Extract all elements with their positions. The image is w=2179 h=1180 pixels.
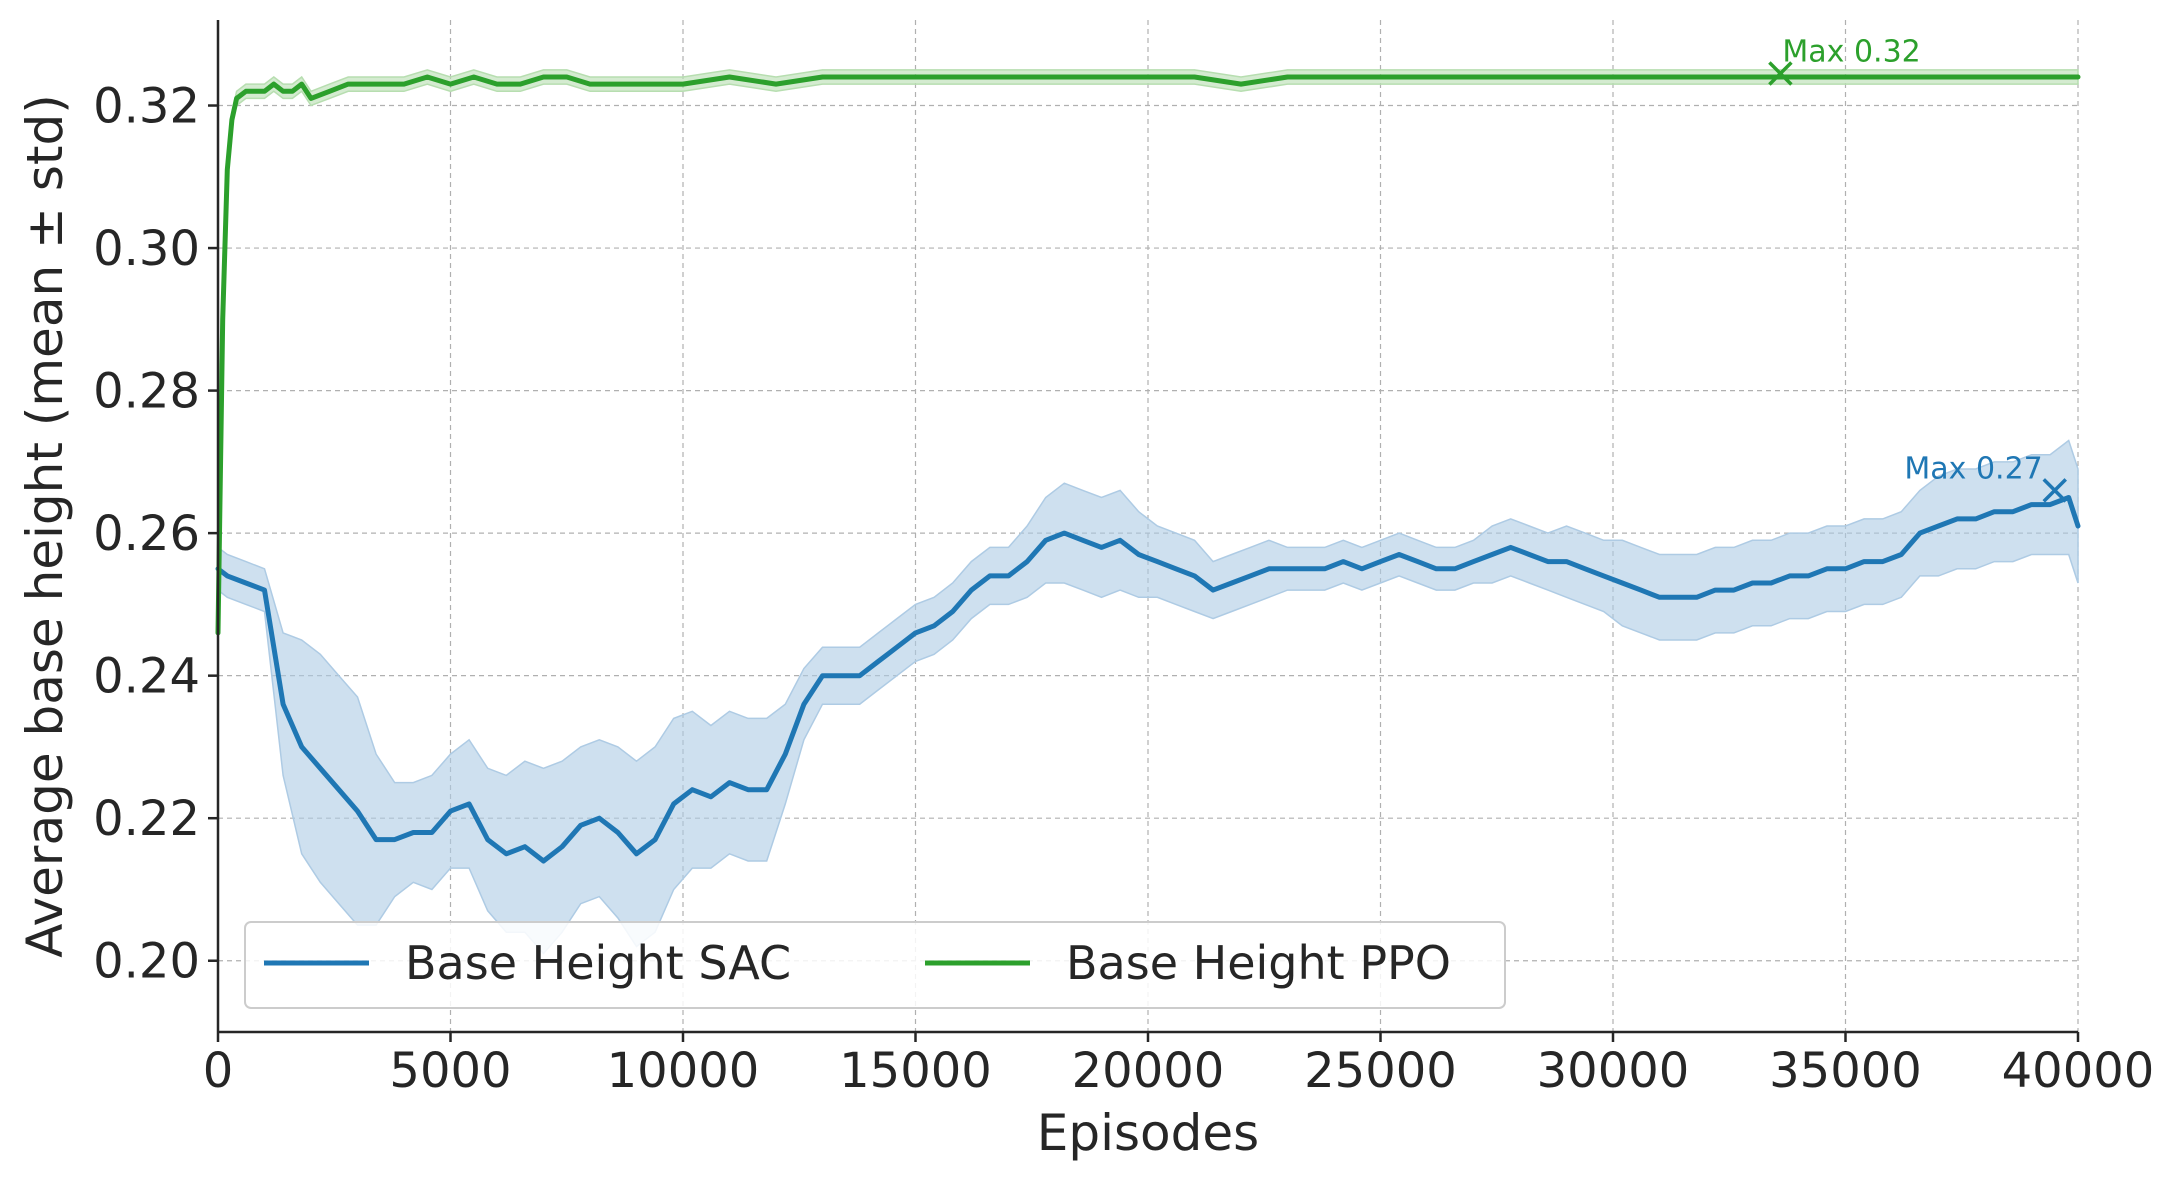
x-tick-label: 30000 xyxy=(1537,1043,1690,1099)
x-axis-label: Episodes xyxy=(1037,1104,1259,1162)
x-tick-label: 0 xyxy=(203,1043,234,1099)
legend-box xyxy=(244,921,1506,1009)
x-tick-label: 40000 xyxy=(2002,1043,2155,1099)
y-tick-label: 0.20 xyxy=(93,934,200,990)
max-annotations: Max 0.27 Max 0.32 xyxy=(1768,34,2067,503)
max-label-1: Max 0.27 xyxy=(1904,451,2042,486)
series-line-2 xyxy=(215,74,2081,636)
max-label-2: Max 0.32 xyxy=(1782,34,1920,69)
std-band-1 xyxy=(217,439,2079,955)
x-ticks: 0 5000 10000 15000 20000 25000 30000 35000 40000 xyxy=(203,1032,2155,1099)
x-tick-label: 25000 xyxy=(1304,1043,1457,1099)
y-axis-label: Average base height (mean ± std) xyxy=(16,94,74,957)
y-tick-label: 0.24 xyxy=(93,649,200,705)
legend: Base Height SAC Base Height PPO xyxy=(244,921,1506,1009)
x-tick-label: 35000 xyxy=(1769,1043,1922,1099)
max-marker-1 xyxy=(2042,478,2067,503)
y-tick-label: 0.28 xyxy=(93,364,200,420)
legend-label-1: Base Height SAC xyxy=(405,936,791,990)
max-marker-2 xyxy=(1768,61,1793,86)
y-tick-label: 0.26 xyxy=(93,506,200,562)
x-tick-label: 15000 xyxy=(839,1043,992,1099)
series-lines xyxy=(215,74,2081,864)
x-tick-label: 20000 xyxy=(1072,1043,1225,1099)
y-tick-label: 0.30 xyxy=(93,221,200,277)
x-tick-label: 5000 xyxy=(389,1043,511,1099)
legend-label-2: Base Height PPO xyxy=(1066,936,1451,990)
y-ticks: 0.20 0.22 0.24 0.26 0.28 0.30 0.32 xyxy=(93,79,218,990)
y-tick-label: 0.22 xyxy=(93,791,200,847)
y-tick-label: 0.32 xyxy=(93,79,200,135)
series-line-1 xyxy=(215,495,2081,864)
x-tick-label: 10000 xyxy=(607,1043,760,1099)
